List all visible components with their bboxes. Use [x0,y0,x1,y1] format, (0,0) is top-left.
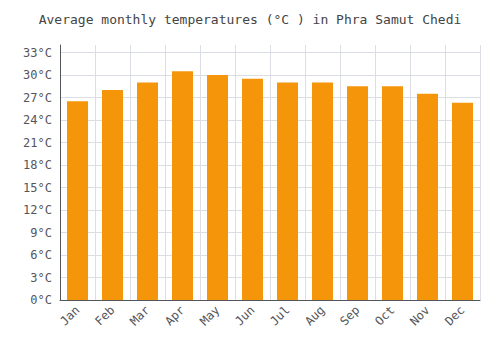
svg-text:18°C: 18°C [23,158,52,172]
svg-text:Jul: Jul [267,303,292,328]
svg-text:Jun: Jun [232,303,257,328]
svg-text:9°C: 9°C [30,226,52,240]
svg-text:Apr: Apr [162,303,187,328]
svg-text:12°C: 12°C [23,203,52,217]
svg-text:0°C: 0°C [30,293,52,307]
svg-text:Nov: Nov [407,303,432,328]
svg-text:Jan: Jan [57,303,82,328]
svg-text:3°C: 3°C [30,271,52,285]
svg-text:Mar: Mar [127,303,152,328]
svg-text:21°C: 21°C [23,136,52,150]
svg-text:May: May [197,303,222,328]
svg-text:15°C: 15°C [23,181,52,195]
svg-text:27°C: 27°C [23,91,52,105]
svg-text:Dec: Dec [442,303,467,328]
svg-text:Sep: Sep [337,303,362,328]
svg-text:33°C: 33°C [23,46,52,60]
svg-text:Feb: Feb [92,303,117,328]
svg-text:30°C: 30°C [23,68,52,82]
svg-text:Oct: Oct [372,303,397,328]
svg-text:Aug: Aug [302,303,327,328]
svg-text:Average monthly temperatures (: Average monthly temperatures (°C ) in Ph… [39,12,462,27]
svg-text:6°C: 6°C [30,248,52,262]
svg-text:24°C: 24°C [23,113,52,127]
